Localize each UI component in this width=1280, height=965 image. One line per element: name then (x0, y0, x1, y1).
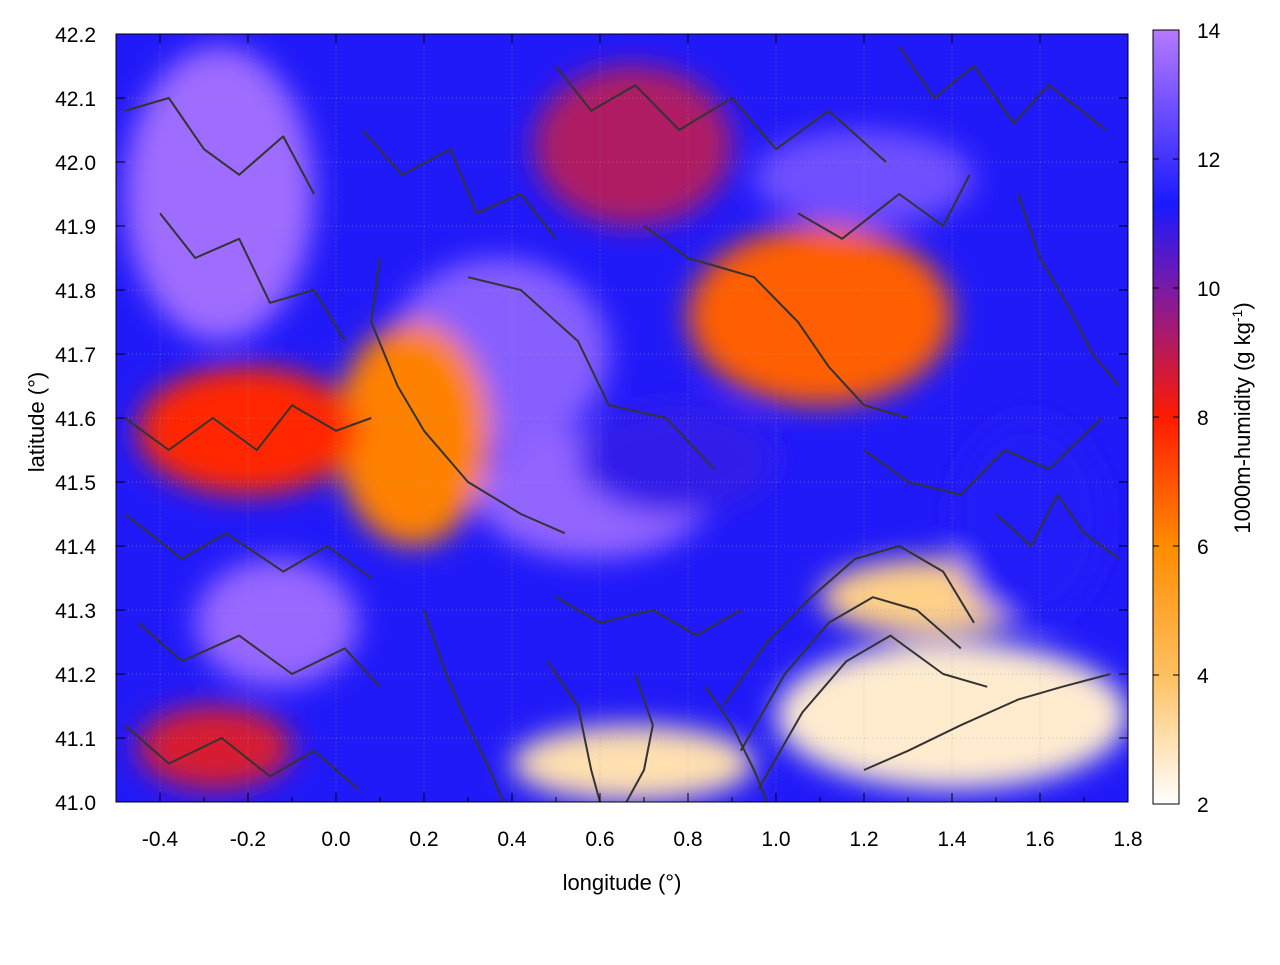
x-tick-label: 1.2 (849, 828, 878, 851)
contour-line (625, 673, 654, 802)
field-regions (124, 46, 1128, 802)
x-tick-label: -0.2 (230, 828, 266, 851)
contour-line (1017, 193, 1120, 387)
y-tick-label: 41.7 (55, 344, 96, 367)
y-tick-label: 41.5 (55, 472, 96, 495)
c-tick-label: 6 (1197, 536, 1209, 559)
contour-line (159, 212, 346, 342)
x-tick-label: 0.0 (321, 828, 350, 851)
x-tick-label: 1.4 (937, 828, 967, 851)
x-axis-ticks: -0.4 -0.2 0.0 0.2 0.4 0.6 0.8 1.0 1.2 1.4 1.6 1.8 (142, 34, 1143, 851)
contour-line (467, 276, 716, 470)
field-region-9 (512, 725, 754, 802)
x-tick-label: 1.0 (761, 828, 790, 851)
contour-line (124, 404, 372, 451)
field-region-0 (124, 46, 315, 342)
x-tick-label: 0.2 (409, 828, 438, 851)
field-region-6 (688, 226, 952, 406)
contour-line (124, 97, 315, 195)
contour-line (643, 225, 909, 419)
humidity-field (116, 34, 1128, 802)
y-tick-label: 41.2 (55, 664, 96, 687)
y-tick-label: 41.8 (55, 280, 96, 303)
contour-line (722, 545, 975, 707)
y-tick-label: 41.3 (55, 600, 96, 623)
x-tick-label: 0.6 (585, 828, 614, 851)
y-tick-label: 42.0 (55, 152, 96, 175)
field-region-3 (195, 558, 358, 687)
contour-line (124, 724, 359, 790)
field-region-11 (952, 418, 1106, 623)
y-tick-label: 42.1 (55, 88, 96, 111)
c-tick-label: 8 (1197, 407, 1209, 430)
y-axis-ticks: 41.0 41.1 41.2 41.3 41.4 41.5 41.6 41.7 41.8 41.9… (55, 24, 1128, 815)
grid-lines (116, 34, 1128, 802)
field-region-8 (776, 642, 1128, 790)
contour-line (797, 174, 971, 240)
contour-line (863, 673, 1111, 771)
colorbar-label: 1000m-humidity (g kg-1) (1229, 302, 1255, 533)
colorbar-label-end: ) (1230, 302, 1255, 309)
contour-line (739, 596, 962, 752)
contour-line (555, 596, 742, 637)
contour-line (361, 129, 557, 240)
contour-line (555, 65, 887, 163)
field-region-13 (138, 706, 292, 790)
x-tick-label: 1.6 (1025, 828, 1054, 851)
y-tick-label: 41.1 (55, 728, 96, 751)
orography-contours (124, 46, 1120, 802)
field-region-5 (336, 322, 490, 546)
y-axis-label: latitude (°) (24, 372, 49, 473)
contour-line (898, 46, 1107, 131)
field-region-14 (534, 66, 732, 226)
x-tick-label: 0.8 (673, 828, 702, 851)
contour-line (757, 634, 988, 790)
c-tick-label: 2 (1197, 794, 1209, 817)
contour-line (137, 622, 381, 688)
contour-line (423, 609, 505, 802)
contour-line (995, 493, 1120, 560)
contour-line (124, 513, 372, 579)
y-tick-label: 41.4 (55, 536, 96, 559)
contour-line (863, 417, 1103, 496)
y-tick-label: 41.9 (55, 216, 96, 239)
y-tick-label: 42.2 (55, 24, 96, 47)
x-tick-label: -0.4 (142, 828, 179, 851)
colorbar-label-main: 1000m-humidity (g kg (1230, 322, 1255, 534)
colorbar-label-sup: -1 (1229, 309, 1245, 322)
x-axis-label: longitude (°) (563, 870, 682, 895)
c-tick-label: 10 (1197, 278, 1220, 301)
contour-line (546, 660, 601, 802)
y-tick-label: 41.0 (55, 792, 96, 815)
field-region-12 (578, 405, 776, 514)
colorbar-ticks: 2 4 6 8 10 12 14 (1153, 20, 1221, 817)
contour-line (370, 257, 566, 535)
y-tick-label: 41.6 (55, 408, 96, 431)
c-tick-label: 14 (1197, 20, 1221, 43)
c-tick-label: 4 (1197, 665, 1209, 688)
x-tick-label: 1.8 (1113, 828, 1142, 851)
c-tick-label: 12 (1197, 149, 1220, 172)
x-tick-label: 0.4 (497, 828, 527, 851)
